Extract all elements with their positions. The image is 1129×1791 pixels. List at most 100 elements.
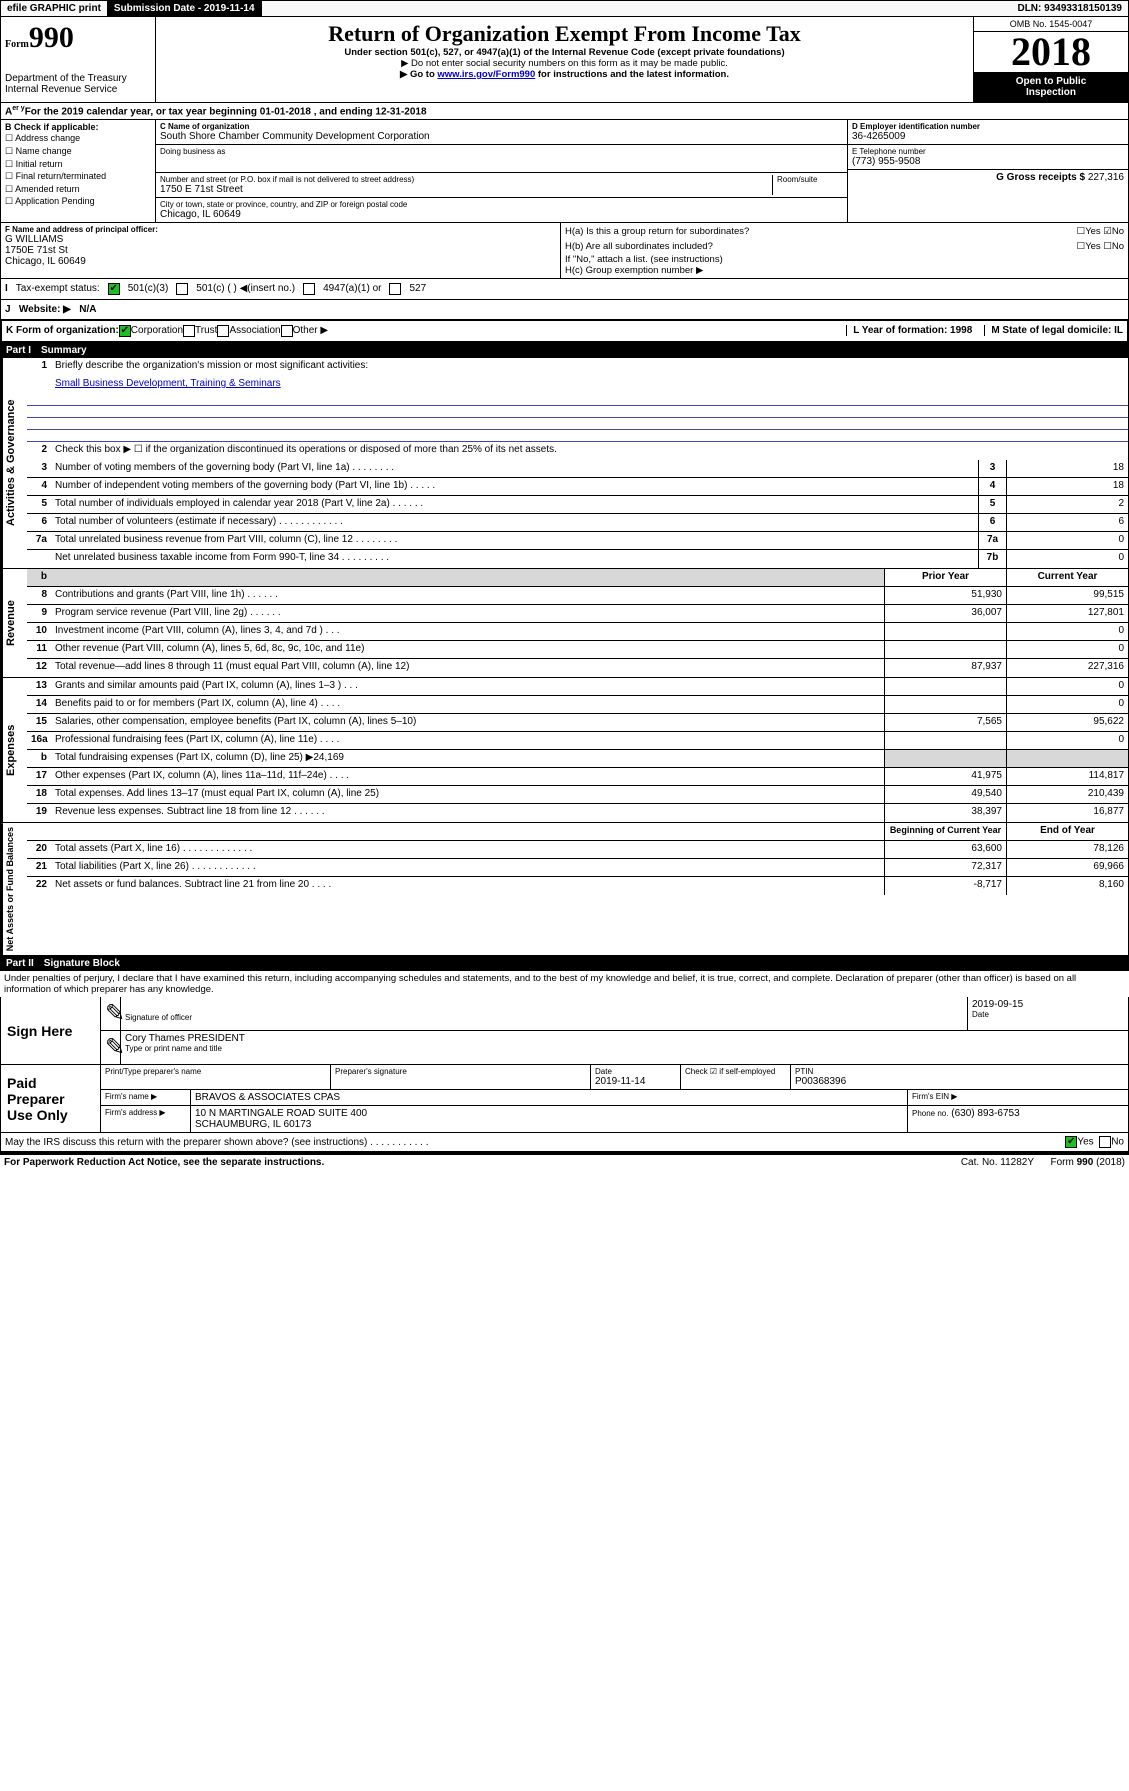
ha-answer: ☐Yes ☑No	[1077, 225, 1124, 239]
prep-name-hdr: Print/Type preparer's name	[101, 1065, 331, 1089]
form-title: Return of Organization Exempt From Incom…	[162, 21, 967, 47]
chk-pending[interactable]: ☐ Application Pending	[5, 195, 151, 208]
dept-1: Department of the Treasury	[5, 73, 151, 84]
officer-addr2: Chicago, IL 60649	[5, 256, 556, 267]
rev-sidelabel: Revenue	[1, 569, 27, 677]
chk-501c3[interactable]: ✔	[108, 283, 120, 295]
mission-lbl: Briefly describe the organization's miss…	[51, 358, 1128, 376]
submission-date: Submission Date - 2019-11-14	[108, 1, 262, 16]
l-year: L Year of formation: 1998	[846, 325, 972, 336]
cat-no: Cat. No. 11282Y	[961, 1157, 1034, 1168]
beg-year-hdr: Beginning of Current Year	[884, 823, 1006, 840]
firm-addr2: SCHAUMBURG, IL 60173	[195, 1119, 903, 1130]
telephone: (773) 955-9508	[852, 156, 1124, 167]
pen-icon-2: ✎	[101, 1031, 121, 1064]
firm-name-lbl: Firm's name ▶	[101, 1090, 191, 1105]
part1-header: Part ISummary	[0, 343, 1129, 358]
form990-link[interactable]: www.irs.gov/Form990	[437, 69, 535, 80]
prep-sig-hdr: Preparer's signature	[331, 1065, 591, 1089]
line-j: J Website: ▶ N/A	[0, 300, 1129, 320]
website: N/A	[79, 304, 96, 315]
paperwork-notice: For Paperwork Reduction Act Notice, see …	[4, 1157, 324, 1168]
firm-ein-lbl: Firm's EIN ▶	[908, 1090, 1128, 1105]
penalties-text: Under penalties of perjury, I declare th…	[0, 971, 1129, 997]
prep-date-hdr: Date	[595, 1067, 676, 1076]
tax-year: 2018	[974, 32, 1128, 72]
block-fh: F Name and address of principal officer:…	[0, 223, 1129, 279]
firm-phone: (630) 893-6753	[951, 1108, 1019, 1119]
mission-text[interactable]: Small Business Development, Training & S…	[55, 378, 281, 389]
open-public-1: Open to Public	[978, 76, 1124, 87]
prior-year-hdr: Prior Year	[884, 569, 1006, 586]
form-header: Form990 Department of the Treasury Inter…	[0, 17, 1129, 103]
street-address: 1750 E 71st Street	[160, 184, 768, 195]
cur-year-hdr: Current Year	[1006, 569, 1128, 586]
line-a: Aer yFor the 2019 calendar year, or tax …	[0, 103, 1129, 120]
form-sub1: Under section 501(c), 527, or 4947(a)(1)…	[162, 47, 967, 58]
end-year-hdr: End of Year	[1006, 823, 1128, 840]
chk-501c[interactable]	[176, 283, 188, 295]
room-lbl: Room/suite	[773, 175, 843, 195]
line-i: I Tax-exempt status: ✔501(c)(3) 501(c) (…	[0, 279, 1129, 300]
gov-sidelabel: Activities & Governance	[1, 358, 27, 568]
sign-here-lbl: Sign Here	[1, 997, 101, 1064]
officer-type-name: Cory Thames PRESIDENT	[125, 1033, 1124, 1044]
chk-trust[interactable]	[183, 325, 195, 337]
dln: DLN: 93493318150139	[1011, 1, 1128, 16]
governance-section: Activities & Governance 1Briefly describ…	[0, 358, 1129, 569]
form-sub3-pre: ▶ Go to	[400, 69, 437, 80]
hc-lbl: H(c) Group exemption number ▶	[565, 265, 1124, 276]
d-lbl: D Employer identification number	[852, 122, 1124, 131]
discuss-answer: ✔Yes No	[1065, 1136, 1124, 1148]
firm-addr1: 10 N MARTINGALE ROAD SUITE 400	[195, 1108, 903, 1119]
exp-sidelabel: Expenses	[1, 678, 27, 822]
city-state-zip: Chicago, IL 60649	[160, 209, 843, 220]
org-name: South Shore Chamber Community Developmen…	[160, 131, 843, 142]
ein: 36-4265009	[852, 131, 1124, 142]
form-small: Form	[5, 39, 29, 50]
chk-name[interactable]: ☐ Name change	[5, 145, 151, 158]
chk-initial[interactable]: ☐ Initial return	[5, 158, 151, 171]
footer: For Paperwork Reduction Act Notice, see …	[0, 1152, 1129, 1170]
officer-name: G WILLIAMS	[5, 234, 556, 245]
c-name-lbl: C Name of organization	[160, 122, 843, 131]
chk-527[interactable]	[389, 283, 401, 295]
pen-icon: ✎	[101, 997, 121, 1030]
discuss-lbl: May the IRS discuss this return with the…	[5, 1137, 429, 1148]
chk-4947[interactable]	[303, 283, 315, 295]
line2: Check this box ▶ ☐ if the organization d…	[51, 442, 1128, 460]
hb2-lbl: If "No," attach a list. (see instruction…	[565, 254, 1124, 265]
form-number: 990	[29, 21, 74, 54]
chk-address[interactable]: ☐ Address change	[5, 132, 151, 145]
addr-lbl: Number and street (or P.O. box if mail i…	[160, 175, 768, 184]
hb-lbl: H(b) Are all subordinates included?	[565, 240, 713, 254]
firm-name: BRAVOS & ASSOCIATES CPAS	[191, 1090, 908, 1105]
open-public-2: Inspection	[978, 87, 1124, 98]
gross-receipts: 227,316	[1088, 172, 1124, 183]
sig-date-lbl: Date	[972, 1010, 1124, 1019]
chk-corp[interactable]: ✔	[119, 325, 131, 337]
chk-amended[interactable]: ☐ Amended return	[5, 183, 151, 196]
part2-header: Part IISignature Block	[0, 956, 1129, 971]
form-sub2: ▶ Do not enter social security numbers o…	[162, 58, 967, 69]
topbar: efile GRAPHIC print Submission Date - 20…	[0, 0, 1129, 17]
phone-lbl: Phone no.	[912, 1109, 948, 1118]
chk-assoc[interactable]	[217, 325, 229, 337]
self-emp-hdr: Check ☑ if self-employed	[681, 1065, 791, 1089]
firm-addr-lbl: Firm's address ▶	[101, 1106, 191, 1132]
netassets-section: Net Assets or Fund Balances Beginning of…	[0, 823, 1129, 956]
sig-officer-lbl: Signature of officer	[125, 1013, 963, 1022]
chk-other[interactable]	[281, 325, 293, 337]
b-heading: B Check if applicable:	[5, 122, 99, 132]
net-sidelabel: Net Assets or Fund Balances	[1, 823, 27, 955]
sig-date: 2019-09-15	[972, 999, 1124, 1010]
block-bcd: B Check if applicable: ☐ Address change …	[0, 120, 1129, 223]
ptin-hdr: PTIN	[795, 1067, 1124, 1076]
chk-final[interactable]: ☐ Final return/terminated	[5, 170, 151, 183]
ptin: P00368396	[795, 1076, 1124, 1087]
form-sub3-post: for instructions and the latest informat…	[535, 69, 729, 80]
line-k: K Form of organization: ✔Corporation Tru…	[0, 320, 1129, 343]
signature-block: Sign Here ✎ Signature of officer 2019-09…	[0, 997, 1129, 1133]
efile-label[interactable]: efile GRAPHIC print	[1, 1, 108, 16]
type-name-lbl: Type or print name and title	[125, 1044, 1124, 1053]
